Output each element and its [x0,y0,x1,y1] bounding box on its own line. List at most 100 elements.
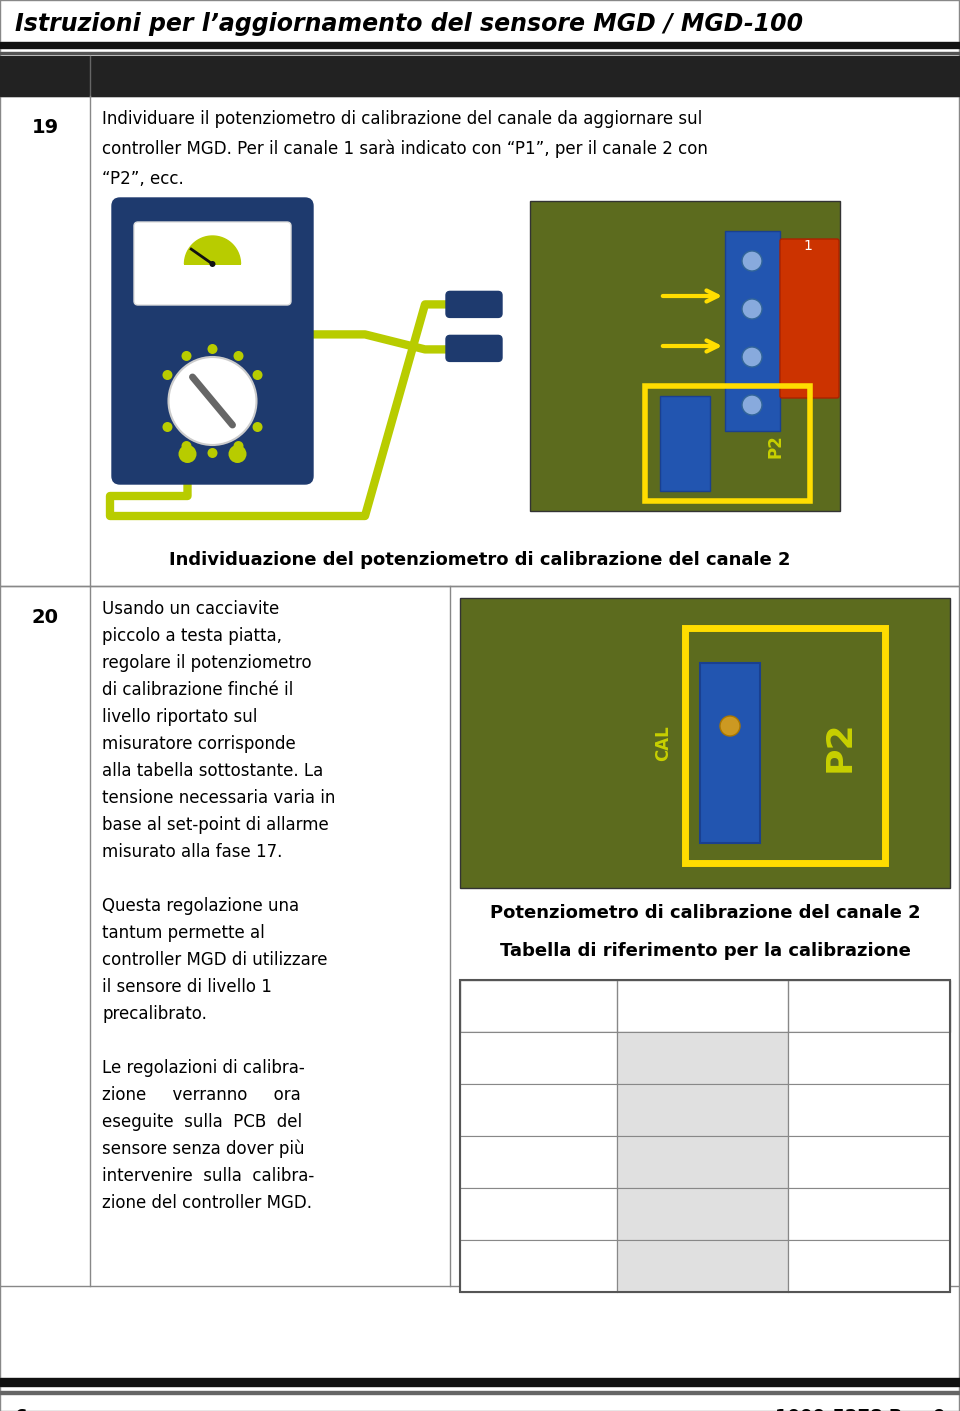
Bar [0,586,960,1285]
Bar [0,52,960,54]
Circle shape [162,370,173,380]
Text: P2: P2 [766,435,784,459]
Circle shape [742,251,762,271]
Circle shape [742,347,762,367]
Circle shape [228,444,247,463]
Text: “P2”, ecc.: “P2”, ecc. [102,169,183,188]
Text: zione     verranno     ora: zione verranno ora [102,1086,300,1103]
Text: 1,5 V: 1,5 V [516,1257,560,1276]
Text: 4,00 V: 4,00 V [673,1257,732,1276]
Text: misurato alla fase 17.: misurato alla fase 17. [102,842,282,861]
Circle shape [720,715,740,737]
Text: piccolo a testa piatta,: piccolo a testa piatta, [102,626,282,645]
Text: 19: 19 [32,119,59,137]
Text: 3,0 V: 3,0 V [516,1101,560,1119]
Circle shape [742,395,762,415]
Text: misuratore corrisponde: misuratore corrisponde [102,735,296,753]
Text: 4,15 V: 4,15 V [673,1205,732,1223]
Text: di calibrazione finché il: di calibrazione finché il [102,682,293,698]
Text: zione del controller MGD.: zione del controller MGD. [102,1194,312,1212]
Text: 4,60 V: 4,60 V [673,1048,732,1067]
Text: Istruzioni per l’aggiornamento del sensore MGD / MGD-100: Istruzioni per l’aggiornamento del senso… [15,13,804,37]
Circle shape [207,449,218,459]
Bar [788,1188,950,1240]
Text: 2,0 V: 2,0 V [516,1205,560,1223]
Circle shape [162,422,173,432]
Circle shape [181,442,191,452]
Bar [460,1136,616,1188]
Text: P2: P2 [823,720,857,772]
Bar [616,1084,788,1136]
Bar [685,628,885,864]
Text: 3,5 V: 3,5 V [516,1048,560,1067]
Circle shape [252,422,262,432]
Bar [0,56,960,96]
Bar [530,200,840,511]
Text: tantum permette al: tantum permette al [102,924,265,943]
FancyBboxPatch shape [446,292,502,317]
Text: Usando un cacciavite: Usando un cacciavite [102,600,279,618]
Text: il sensore di livello 1: il sensore di livello 1 [102,978,272,996]
Text: Livello di
calibrazione: Livello di calibrazione [653,989,753,1023]
Bar [725,231,780,430]
Text: 4,45 V: 4,45 V [673,1101,732,1119]
Text: base al set-point di allarme: base al set-point di allarme [102,816,328,834]
Circle shape [742,299,762,319]
Bar [788,1031,950,1084]
Bar [788,1136,950,1188]
Text: CAL: CAL [654,725,672,761]
Bar [616,1188,788,1240]
Text: regolare il potenziometro: regolare il potenziometro [102,655,312,672]
Bar [0,96,960,586]
Text: precalibrato.: precalibrato. [102,1005,206,1023]
Bar [0,1379,960,1386]
Bar [0,42,960,48]
Bar [460,1240,616,1292]
Bar [788,1240,950,1292]
Text: controller MGD. Per il canale 1 sarà indicato con “P1”, per il canale 2 con: controller MGD. Per il canale 1 sarà ind… [102,140,708,158]
Text: Le regolazioni di calibra-: Le regolazioni di calibra- [102,1060,304,1077]
Text: ±0,1 V: ±0,1 V [841,1153,898,1171]
Text: 2,5 V: 2,5 V [516,1153,560,1171]
Bar [660,396,710,491]
Text: 6: 6 [15,1408,28,1411]
Bar [460,1188,616,1240]
Circle shape [207,344,218,354]
Circle shape [209,261,215,267]
Circle shape [252,370,262,380]
Text: Set-point
allarme (dalla
fase 17): Set-point allarme (dalla fase 17) [481,979,595,1031]
Circle shape [181,351,191,361]
Text: tensione necessaria varia in: tensione necessaria varia in [102,789,335,807]
Bar [460,981,950,1031]
Bar [460,1084,616,1136]
Text: ±0,1 V: ±0,1 V [841,1101,898,1119]
Text: 4,30 V: 4,30 V [673,1153,732,1171]
FancyBboxPatch shape [134,222,291,305]
Bar [616,1240,788,1292]
FancyBboxPatch shape [446,336,502,361]
Text: Individuare il potenziometro di calibrazione del canale da aggiornare sul: Individuare il potenziometro di calibraz… [102,110,703,128]
Bar [0,1391,960,1394]
Text: Potenziometro di calibrazione del canale 2: Potenziometro di calibrazione del canale… [490,904,921,921]
Text: Individuazione del potenziometro di calibrazione del canale 2: Individuazione del potenziometro di cali… [169,552,791,569]
Bar [788,1084,950,1136]
Bar [616,1031,788,1084]
Text: 20: 20 [32,608,59,626]
Text: ±0,05 V: ±0,05 V [835,1048,902,1067]
Bar [700,663,760,842]
FancyBboxPatch shape [112,198,313,484]
Text: intervenire  sulla  calibra-: intervenire sulla calibra- [102,1167,314,1185]
Text: Tabella di riferimento per la calibrazione: Tabella di riferimento per la calibrazio… [499,943,910,959]
Text: controller MGD di utilizzare: controller MGD di utilizzare [102,951,327,969]
Text: ±0,1 V: ±0,1 V [841,1257,898,1276]
Bar [460,981,950,1292]
Text: Fase: Fase [20,66,70,86]
Circle shape [179,444,197,463]
Text: Tolleranza di
calibrazione: Tolleranza di calibrazione [817,989,922,1023]
Polygon shape [184,236,241,264]
Text: 1: 1 [804,238,812,253]
Circle shape [233,442,244,452]
Circle shape [233,351,244,361]
Text: 1000-5278 Rev 0: 1000-5278 Rev 0 [775,1408,945,1411]
Text: livello riportato sul: livello riportato sul [102,708,257,727]
